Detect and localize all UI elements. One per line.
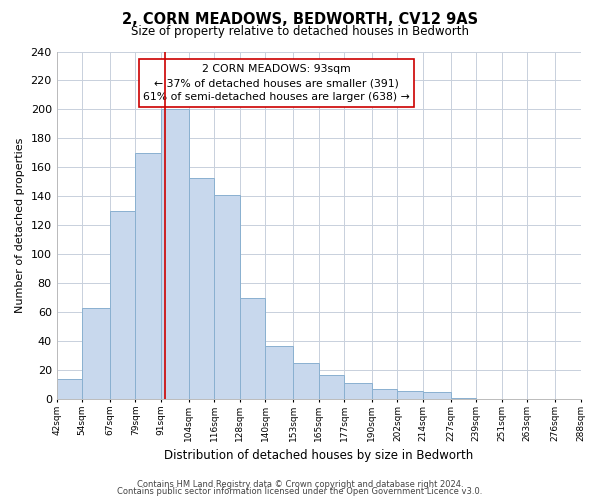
Text: Size of property relative to detached houses in Bedworth: Size of property relative to detached ho… — [131, 25, 469, 38]
Bar — [265, 346, 293, 399]
Bar — [451, 398, 476, 399]
Bar — [293, 363, 319, 399]
Bar — [372, 389, 397, 399]
Bar — [136, 153, 161, 399]
Text: 2 CORN MEADOWS: 93sqm
← 37% of detached houses are smaller (391)
61% of semi-det: 2 CORN MEADOWS: 93sqm ← 37% of detached … — [143, 64, 410, 102]
X-axis label: Distribution of detached houses by size in Bedworth: Distribution of detached houses by size … — [164, 450, 473, 462]
Text: Contains HM Land Registry data © Crown copyright and database right 2024.: Contains HM Land Registry data © Crown c… — [137, 480, 463, 489]
Text: Contains public sector information licensed under the Open Government Licence v3: Contains public sector information licen… — [118, 488, 482, 496]
Bar — [110, 211, 136, 399]
Bar — [161, 110, 188, 399]
Y-axis label: Number of detached properties: Number of detached properties — [15, 138, 25, 313]
Bar — [344, 384, 372, 399]
Bar — [319, 374, 344, 399]
Bar — [56, 379, 82, 399]
Bar — [423, 392, 451, 399]
Bar — [188, 178, 214, 399]
Bar — [214, 195, 240, 399]
Bar — [397, 390, 423, 399]
Bar — [82, 308, 110, 399]
Text: 2, CORN MEADOWS, BEDWORTH, CV12 9AS: 2, CORN MEADOWS, BEDWORTH, CV12 9AS — [122, 12, 478, 28]
Bar — [240, 298, 265, 399]
